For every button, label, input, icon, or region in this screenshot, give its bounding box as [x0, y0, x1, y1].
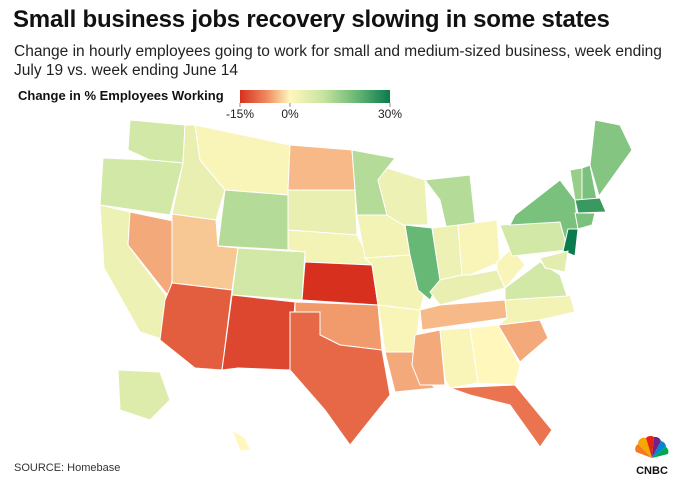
legend-colorbar [240, 90, 390, 103]
state [469, 324, 521, 386]
state [574, 212, 596, 230]
state [439, 327, 479, 389]
state [574, 197, 607, 214]
state [217, 189, 289, 251]
title: Small business jobs recovery slowing in … [13, 6, 610, 33]
logo-feather [637, 437, 652, 458]
state [457, 219, 501, 276]
legend-tick-label: 30% [378, 107, 402, 121]
subtitle: Change in hourly employees going to work… [14, 43, 662, 79]
state [499, 221, 569, 257]
legend-title: Change in % Employees Working [18, 88, 224, 103]
cnbc-logo: CNBC [635, 435, 669, 477]
state [429, 269, 506, 306]
state [449, 384, 553, 448]
source: SOURCE: Homebase [14, 462, 121, 474]
logo-feather [635, 444, 652, 458]
state [589, 119, 633, 198]
state [231, 247, 306, 301]
state [287, 189, 358, 236]
logo-text: CNBC [636, 465, 668, 477]
state [301, 261, 379, 306]
logo-feather [652, 441, 667, 458]
state [159, 282, 233, 371]
logo-feather [652, 447, 669, 458]
legend-tick-label: -15% [226, 107, 254, 121]
legend-tick-label: 0% [281, 107, 299, 121]
state [99, 157, 184, 216]
state [411, 329, 446, 386]
state [289, 311, 391, 446]
logo-feather [652, 436, 661, 458]
logo-feather [646, 435, 654, 458]
state [117, 369, 171, 421]
state [231, 428, 252, 452]
state [221, 294, 296, 371]
state [287, 144, 356, 191]
state [539, 250, 569, 273]
state [496, 294, 576, 326]
state [127, 119, 186, 164]
state [562, 228, 579, 257]
state [504, 261, 568, 301]
